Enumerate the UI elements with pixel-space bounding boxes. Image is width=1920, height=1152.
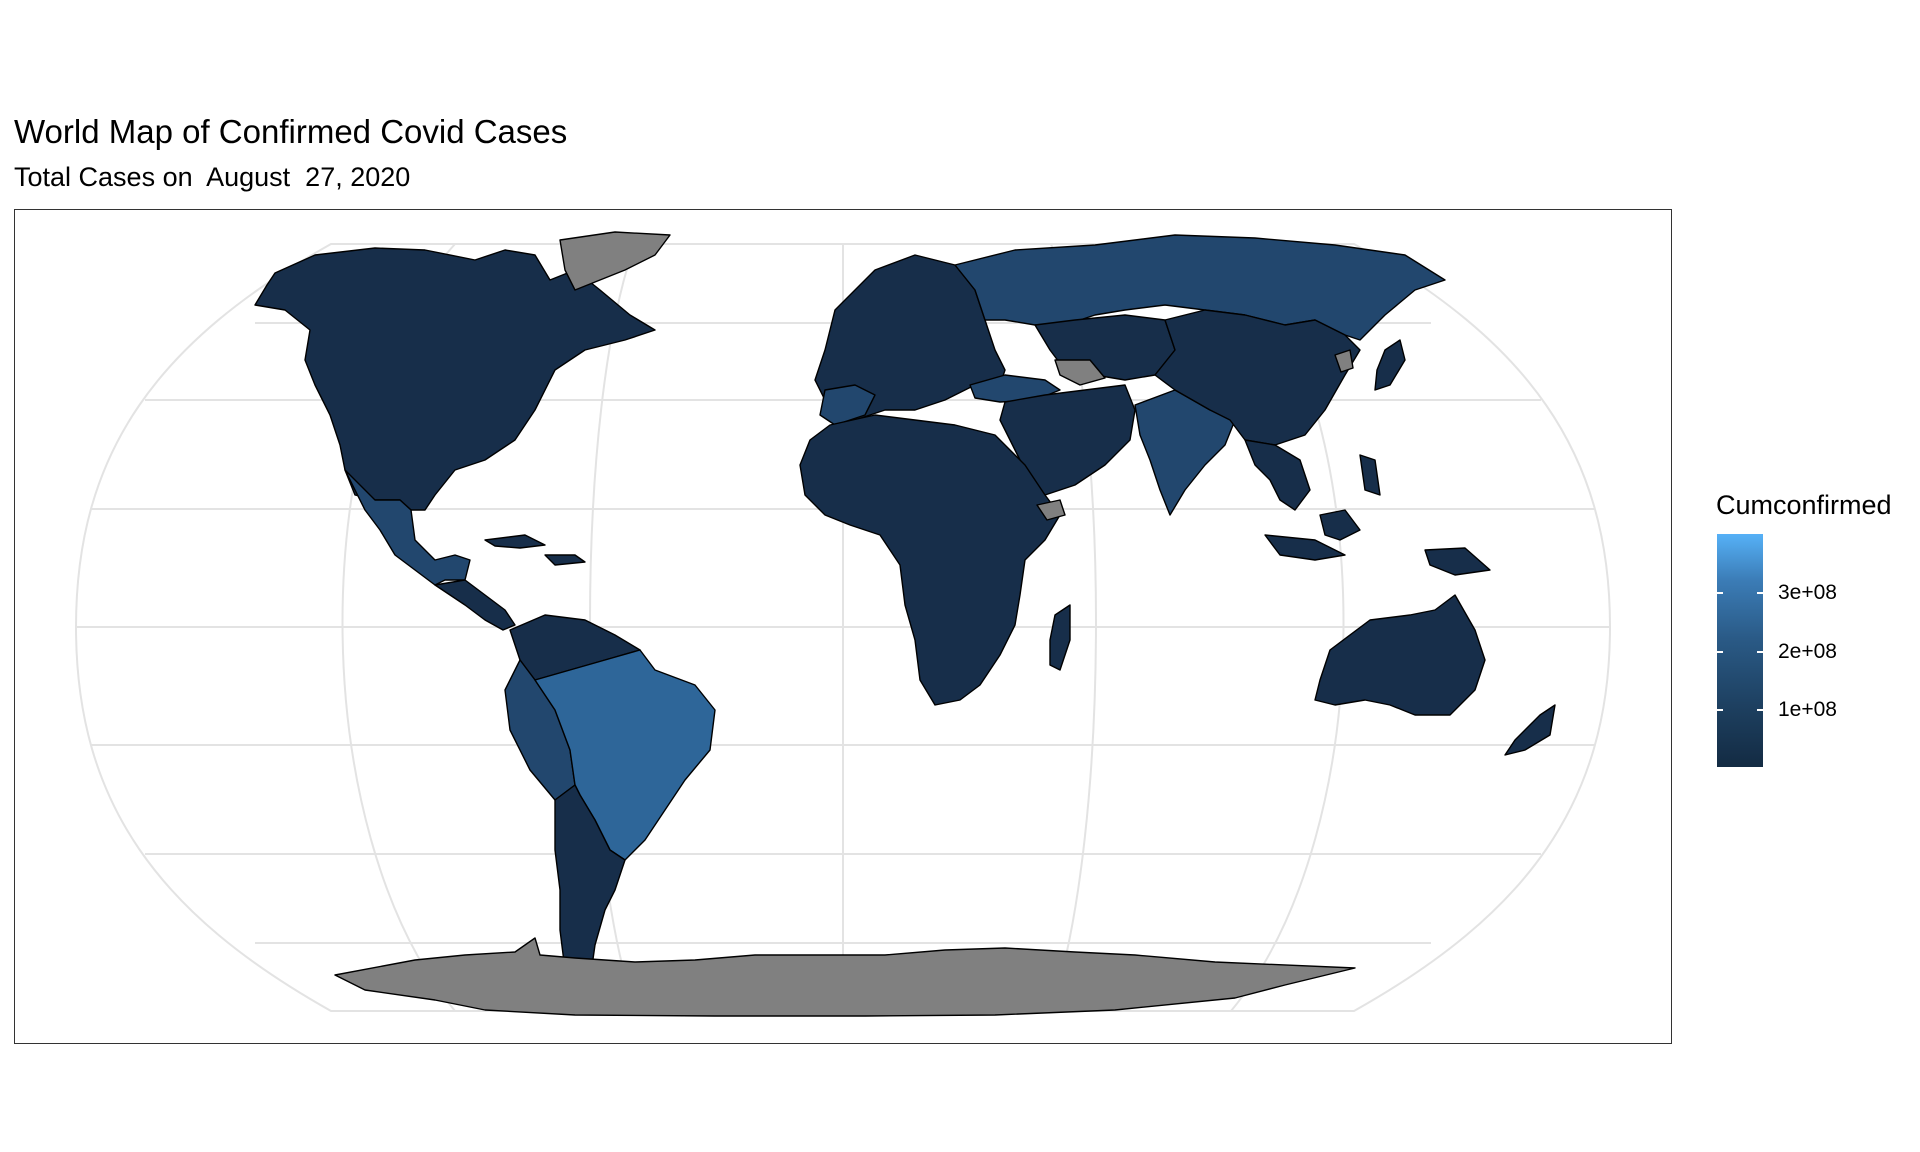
map-panel [14,209,1672,1044]
region-new-zealand [1504,704,1556,756]
region-iberia [819,384,876,426]
region-central-asia [1034,314,1176,381]
region-australia [1314,594,1486,716]
chart-title: World Map of Confirmed Covid Cases [14,113,568,150]
land-masses [254,231,1556,1017]
region-turkmenistan [1054,359,1106,386]
region-caribbean [544,554,586,566]
legend-tick-mark [1717,651,1723,653]
region-southeast-asia [1244,439,1311,511]
region-africa [799,414,1061,706]
legend: Cumconfirmed 3e+08 2e+08 1e+08 [1716,488,1916,778]
region-indonesia [1319,509,1361,541]
region-japan [1374,339,1406,391]
region-central-america [434,579,516,631]
region-southern-south-america [554,784,626,1011]
world-map [74,231,1612,1017]
region-philippines [1359,454,1381,496]
region-greenland [559,231,671,291]
region-indonesia [1264,534,1346,561]
region-north-korea [1334,349,1354,373]
region-north-america [254,247,656,511]
legend-tick-mark [1757,651,1763,653]
legend-tick-label: 1e+08 [1778,698,1837,721]
region-east-asia [1154,309,1361,446]
region-middle-east [999,384,1136,496]
region-caribbean [484,534,546,549]
legend-tick-mark [1717,592,1723,594]
legend-colorbar [1717,534,1763,767]
region-mexico [344,469,471,586]
legend-tick-mark [1757,709,1763,711]
region-papua [1424,547,1491,576]
region-antarctica [334,937,1356,1017]
legend-title: Cumconfirmed [1716,490,1892,520]
chart-subtitle: Total Cases on August 27, 2020 [14,162,411,192]
legend-tick-mark [1757,592,1763,594]
legend-tick-label: 3e+08 [1778,581,1837,604]
projection-outline [74,243,1612,1012]
region-madagascar [1049,604,1071,671]
legend-tick-label: 2e+08 [1778,640,1837,663]
legend-tick-mark [1717,709,1723,711]
region-somaliland [1036,499,1066,521]
